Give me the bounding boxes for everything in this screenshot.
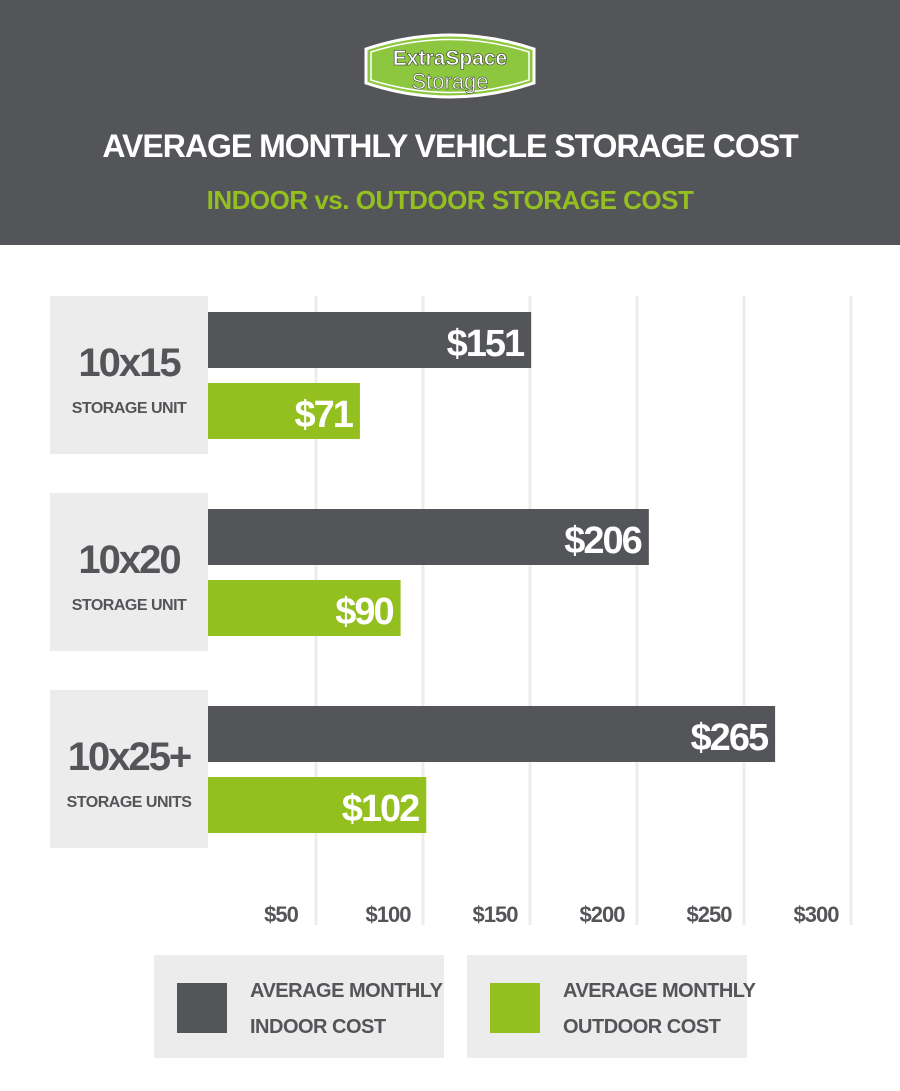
legend-item-indoor: AVERAGE MONTHLY INDOOR COST (154, 955, 444, 1058)
outdoor-swatch (490, 983, 540, 1033)
category-size: 10x20 (78, 538, 180, 582)
legend-outdoor-line2: OUTDOOR COST (563, 1016, 721, 1038)
category-box (50, 296, 208, 454)
x-tick-label: $50 (264, 902, 298, 927)
category-box (50, 690, 208, 848)
bar-chart: $50 $100 $150 $200 $250 $300 10x15 STORAGE UNIT… (50, 296, 853, 927)
category-label: STORAGE UNITS (67, 794, 193, 811)
svg-text:Storage: Storage (411, 69, 488, 94)
indoor-swatch (177, 983, 227, 1033)
category-box (50, 493, 208, 651)
legend-indoor-line2: INDOOR COST (250, 1016, 386, 1038)
bar-value-label: $265 (691, 717, 769, 759)
extra-space-storage-logo: ExtraSpace Storage (364, 33, 536, 99)
chart-subtitle-text: INDOOR vs. OUTDOOR STORAGE COST (206, 185, 694, 215)
category-label: STORAGE UNIT (72, 400, 187, 417)
bar-value-label: $71 (295, 394, 354, 436)
legend-label-outdoor: AVERAGE MONTHLY OUTDOOR COST (563, 973, 756, 1045)
outdoor-bar (208, 383, 360, 439)
header: ExtraSpace Storage AVERAGE MONTHLY VEHIC… (0, 0, 900, 245)
x-tick-label: $100 (366, 902, 412, 927)
category-size: 10x25+ (68, 735, 191, 779)
bar-value-label: $102 (342, 788, 419, 830)
chart-title-text: AVERAGE MONTHLY VEHICLE STORAGE COST (102, 128, 798, 164)
x-tick-label: $300 (794, 902, 840, 927)
legend-label-indoor: AVERAGE MONTHLY INDOOR COST (250, 973, 443, 1045)
chart-subtitle: INDOOR vs. OUTDOOR STORAGE COST (0, 185, 900, 216)
outdoor-bar (208, 580, 401, 636)
bar-value-label: $90 (335, 591, 393, 633)
legend-item-outdoor: AVERAGE MONTHLY OUTDOOR COST (467, 955, 756, 1058)
chart-title: AVERAGE MONTHLY VEHICLE STORAGE COST (0, 128, 900, 165)
bar-value-label: $151 (447, 323, 525, 365)
category-label: STORAGE UNIT (72, 597, 187, 614)
legend-indoor-line1: AVERAGE MONTHLY (250, 980, 443, 1002)
x-tick-label: $200 (580, 902, 626, 927)
indoor-bar (208, 312, 532, 368)
category-size: 10x15 (78, 341, 181, 385)
x-tick-label: $250 (687, 902, 733, 927)
indoor-bar (208, 706, 776, 762)
outdoor-bar (208, 777, 427, 833)
bar-value-label: $206 (564, 520, 641, 562)
legend-outdoor-line1: AVERAGE MONTHLY (563, 980, 756, 1002)
svg-text:ExtraSpace: ExtraSpace (393, 47, 507, 70)
indoor-bar (208, 509, 649, 565)
x-tick-label: $150 (473, 902, 519, 927)
